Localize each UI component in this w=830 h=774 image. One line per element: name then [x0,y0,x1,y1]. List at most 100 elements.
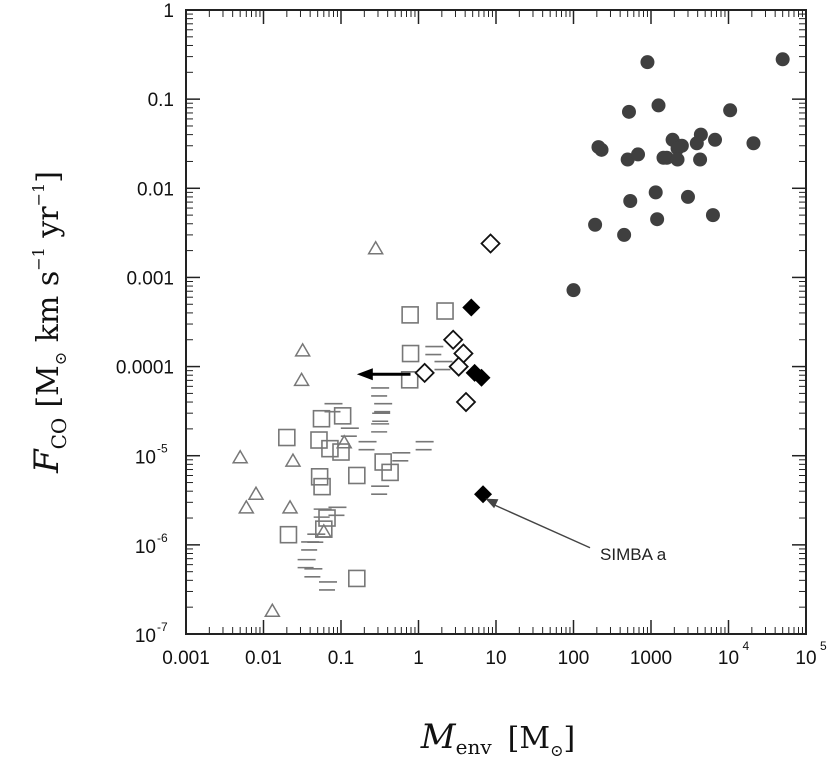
open-triangle-point [231,449,249,464]
bracket-mark [324,402,343,413]
filled-circle-point [775,52,790,67]
open-square-point [436,302,454,320]
y-tick-label: 0.0001 [116,358,174,379]
open-square-point [332,443,350,461]
filled-circle-point [746,136,761,151]
y-tick-label-exponent: -6 [157,531,168,545]
x-axis-label: Menv [M⊙] [420,717,575,760]
bracket-mark [371,485,390,495]
annotation-arrow-line [491,502,591,549]
open-diamond-point [442,329,464,351]
open-square-point [348,466,366,485]
filled-circle-point [689,136,704,151]
open-diamond-point [448,356,469,377]
bracket-mark [371,387,390,397]
open-triangle-point [284,452,302,467]
annotation-label: SIMBA a [600,545,667,564]
filled-circle-point [680,189,695,204]
open-square-point [401,306,419,324]
open-triangle-point [294,342,311,357]
bracket-mark [415,440,434,451]
filled-circle-point [640,55,655,70]
bracket-mark [425,345,444,356]
open-square-point [333,407,352,425]
open-square-point [279,525,298,544]
tick-labels: 0.001 0.01 0.1 1 10 100 1000 10410510-710-610-5… [116,1,827,669]
bracket-mark [392,451,411,462]
open-square-point [312,409,331,428]
open-square-point [400,371,419,389]
filled-circle-point [708,132,723,147]
filled-circle-point [623,194,638,209]
filled-circle-point [693,152,708,167]
bracket-mark [319,581,338,591]
y-tick-label: 10 [135,537,156,558]
open-square-point [381,463,399,482]
open-square-point [310,431,328,449]
bracket-mark [372,412,391,423]
filled-diamond-point [472,368,491,387]
x-tick-label: 0.1 [328,648,354,669]
open-triangle-point [281,499,299,514]
open-square-point [278,428,296,447]
filled-circle-point [566,283,581,298]
upper-limit-arrow-head [356,368,373,381]
plot-area [185,9,807,635]
filled-circle-point [631,147,646,162]
axis-ticks [185,9,807,635]
bracket-mark [434,360,453,371]
filled-circle-point [617,227,632,242]
filled-circle-point [670,141,685,156]
open-triangle-point [264,602,281,617]
open-diamond-point [480,233,501,254]
bracket-mark [297,558,316,569]
open-square-point [348,569,366,588]
y-tick-label: 10 [135,626,156,647]
filled-circle-point [620,152,635,167]
y-tick-label-exponent: -7 [157,620,168,634]
x-tick-label-exponent: 5 [820,639,827,653]
open-square-point [318,509,336,527]
open-triangle-point [247,485,265,500]
bracket-mark [313,508,332,518]
x-tick-label: 1000 [630,648,672,669]
x-tick-label: 0.01 [245,648,282,669]
open-square-point [315,520,333,538]
data-marks [231,52,790,617]
filled-circle-point [588,217,603,232]
filled-circle-point [670,152,685,167]
annotations-layer: SIMBA a [356,368,667,564]
filled-circle-point [656,150,671,165]
open-triangle-point [293,371,310,387]
x-tick-label: 100 [558,648,590,669]
y-tick-label: 0.1 [148,90,174,111]
open-diamond-point [455,391,477,413]
bracket-mark [328,506,347,517]
open-square-point [313,477,331,496]
y-tick-label: 1 [163,1,174,22]
x-tick-label: 10 [485,648,506,669]
x-tick-label-exponent: 4 [743,639,750,653]
y-tick-label: 0.01 [137,179,174,200]
filled-circle-point [621,104,636,119]
open-square-point [374,453,392,471]
filled-circle-point [723,103,738,118]
open-triangle-point [335,434,353,449]
bracket-mark [358,440,377,451]
filled-diamond-point [462,298,481,317]
y-tick-label: 10 [135,448,156,469]
open-diamond-point [414,362,435,384]
y-tick-label-exponent: -5 [157,442,168,456]
filled-circle-point [591,140,606,155]
filled-circle-point [648,185,663,200]
x-tick-label: 1 [413,648,424,669]
open-triangle-point [238,499,255,514]
y-tick-label: 0.001 [126,268,174,289]
x-tick-label: 0.001 [162,648,210,669]
open-square-point [310,468,329,486]
bracket-mark [301,541,320,551]
open-square-point [401,344,420,363]
filled-circle-point [651,98,666,113]
bracket-mark [371,423,390,433]
